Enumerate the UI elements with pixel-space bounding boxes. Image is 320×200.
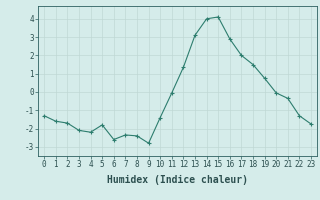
X-axis label: Humidex (Indice chaleur): Humidex (Indice chaleur): [107, 175, 248, 185]
